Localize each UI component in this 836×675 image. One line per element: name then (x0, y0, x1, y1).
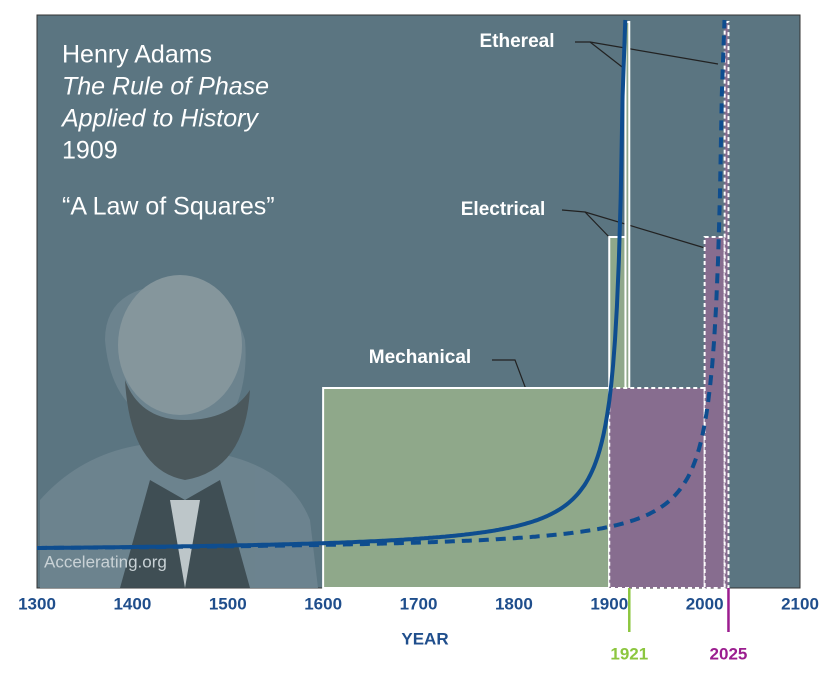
phase-box (703, 236, 726, 589)
growth-curve (37, 19, 727, 550)
x-tick-label: 2000 (686, 594, 724, 613)
x-tick-label: 2100 (781, 594, 819, 613)
x-tick-label: 1900 (590, 594, 628, 613)
x-tick-label: 1300 (18, 594, 56, 613)
title-line: The Rule of Phase (62, 73, 269, 101)
title-line: Henry Adams (62, 41, 212, 69)
phase-box (608, 387, 706, 589)
data-layer: 1921 2025 1300 1400 1500 1600 1700 1800 1900 2000… (18, 19, 819, 663)
marker-label: 1921 (610, 644, 648, 663)
phase-box (322, 387, 611, 589)
watermark: Accelerating.org (44, 552, 167, 571)
x-axis-label: YEAR (401, 629, 448, 648)
title-line: 1909 (62, 137, 118, 165)
phase-box (723, 21, 730, 589)
x-tick-label: 1500 (209, 594, 247, 613)
phase-label: Mechanical (369, 347, 471, 368)
phase-label: Ethereal (480, 31, 555, 52)
title-line: Applied to History (60, 105, 259, 133)
quote: “A Law of Squares” (62, 193, 275, 221)
portrait (40, 275, 318, 588)
phase-label: Electrical (461, 199, 546, 220)
leader-lines (492, 41, 719, 401)
marker-label: 2025 (710, 644, 748, 663)
x-tick-label: 1700 (400, 594, 438, 613)
x-tick-label: 1800 (495, 594, 533, 613)
x-tick-label: 1400 (113, 594, 151, 613)
x-tick-label: 1600 (304, 594, 342, 613)
